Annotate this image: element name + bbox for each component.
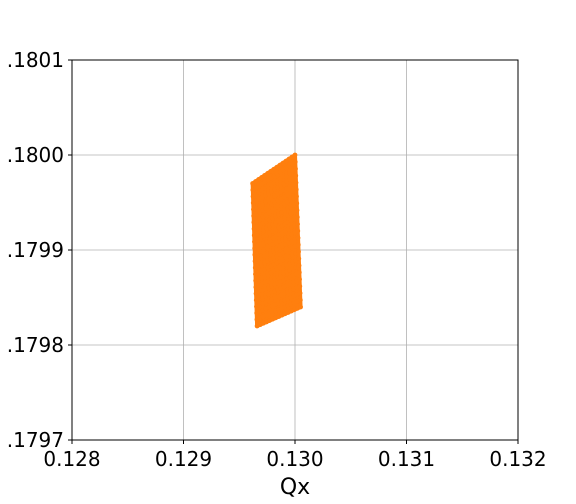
- data-point: [298, 304, 303, 310]
- data-point: [293, 187, 299, 192]
- data-point: [296, 263, 302, 268]
- data-point: [294, 200, 300, 206]
- data-series: [250, 152, 303, 329]
- y-tick-label: .1801: [7, 48, 64, 72]
- x-tick-label: 0.131: [378, 447, 435, 471]
- data-point: [297, 290, 303, 296]
- y-tick-label: .1799: [7, 238, 64, 262]
- data-point: [294, 194, 299, 199]
- data-point: [296, 249, 301, 255]
- y-tick-label: .1800: [7, 143, 64, 167]
- y-tick-label: .1798: [7, 333, 64, 357]
- data-point: [293, 180, 299, 186]
- x-tick-label: 0.132: [489, 447, 546, 471]
- y-tick-label: .1797: [7, 428, 64, 452]
- data-point: [295, 242, 301, 248]
- data-point: [292, 152, 298, 158]
- data-point: [296, 270, 302, 275]
- x-tick-label: 0.129: [155, 447, 212, 471]
- data-point: [295, 228, 301, 234]
- data-point: [297, 276, 302, 282]
- data-point: [297, 283, 303, 289]
- data-point: [296, 256, 302, 262]
- x-tick-label: 0.128: [43, 447, 100, 471]
- data-point: [295, 221, 300, 227]
- x-axis-label: Qx: [280, 475, 310, 500]
- ticks: 0.128 0.129 0.130 0.131 0.132 .1797 .1798 .1799…: [7, 48, 547, 471]
- x-tick-label: 0.130: [266, 447, 323, 471]
- data-point: [292, 159, 298, 165]
- data-point: [293, 166, 298, 172]
- data-point: [294, 214, 300, 220]
- data-point: [293, 173, 299, 179]
- data-point: [295, 235, 301, 241]
- data-point: [297, 297, 303, 303]
- data-point: [294, 207, 300, 213]
